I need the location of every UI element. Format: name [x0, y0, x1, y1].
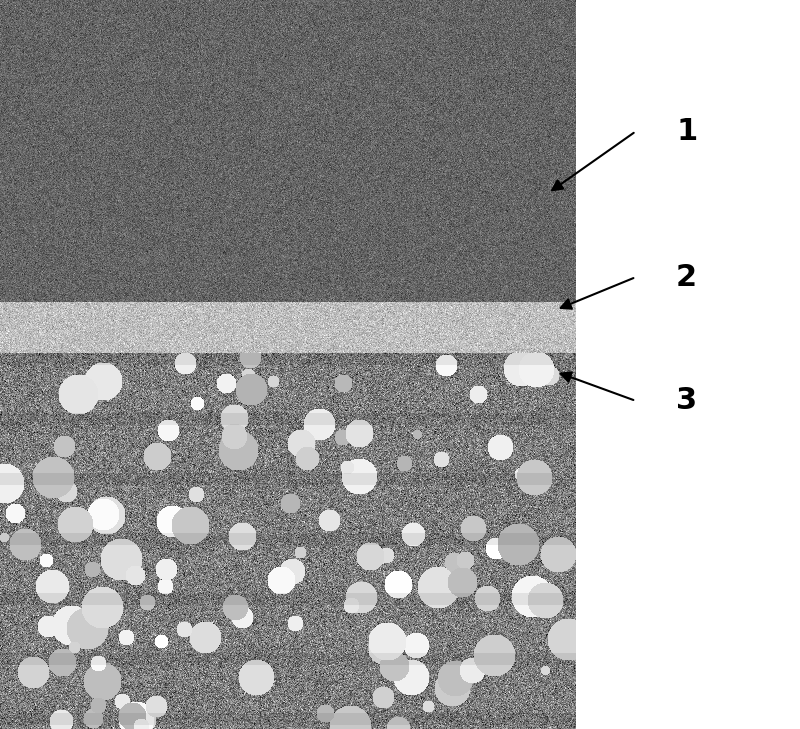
Text: 3: 3 [676, 386, 697, 416]
Text: 1: 1 [676, 117, 698, 146]
Text: 2: 2 [676, 262, 697, 292]
